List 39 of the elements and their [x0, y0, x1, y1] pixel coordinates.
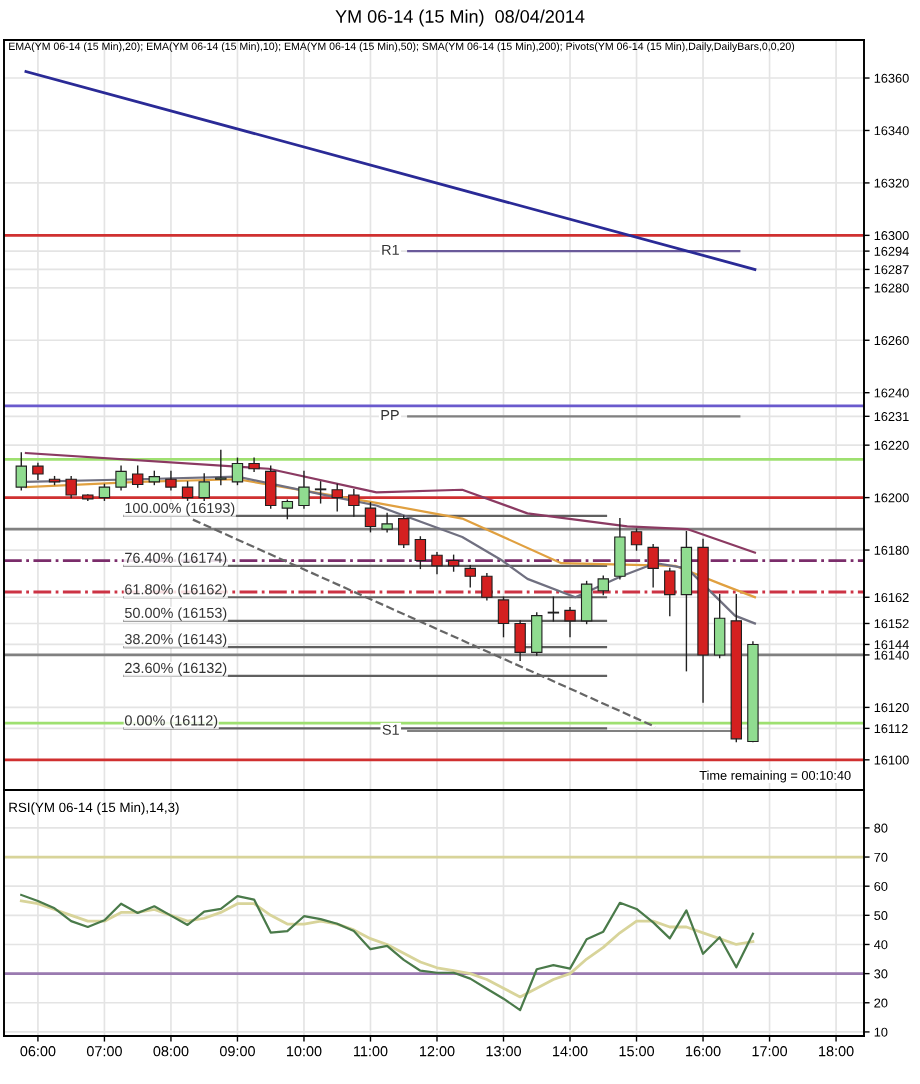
candlestick — [381, 512, 393, 533]
candlestick — [481, 572, 493, 601]
candlestick — [630, 528, 643, 551]
candlestick — [680, 531, 693, 672]
candlestick — [414, 536, 427, 570]
chart-title: YM 06-14 (15 Min) 08/04/2014 — [335, 9, 585, 27]
candlestick — [597, 575, 609, 596]
candlestick — [614, 517, 626, 580]
candlestick — [580, 580, 593, 625]
candlestick — [713, 593, 726, 659]
candlestick — [15, 452, 28, 491]
candlestick — [564, 607, 576, 638]
candlestick — [314, 481, 327, 504]
candlestick — [331, 483, 343, 512]
candlestick — [231, 457, 244, 486]
candlestick — [215, 449, 227, 486]
candlestick — [115, 465, 127, 491]
line-series — [19, 899, 755, 999]
candlestick — [298, 470, 310, 509]
candlestick — [265, 465, 277, 509]
candlestick — [531, 612, 543, 656]
candlestick — [364, 502, 377, 533]
candlestick — [65, 475, 77, 499]
candlestick — [348, 489, 360, 517]
candlestick — [165, 470, 177, 491]
line-series — [24, 451, 757, 554]
candlestick — [131, 465, 144, 488]
candlestick — [647, 544, 659, 588]
candlestick — [664, 567, 676, 617]
candlestick — [431, 551, 443, 575]
candlestick — [514, 620, 526, 661]
candlestick — [547, 596, 560, 622]
candlestick — [181, 481, 194, 501]
candlestick — [281, 499, 294, 520]
line-series — [20, 893, 755, 1012]
candlestick — [198, 473, 210, 501]
candlestick — [464, 565, 476, 588]
candlestick — [398, 515, 410, 549]
candlestick — [497, 596, 510, 638]
